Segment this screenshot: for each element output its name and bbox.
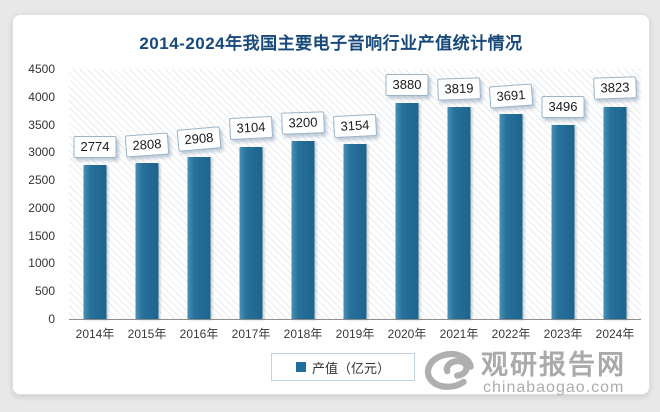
spiral-logo-icon [423, 348, 477, 401]
value-label: 3496 [541, 95, 585, 118]
y-axis: 4500 4000 3500 3000 2500 2000 1500 1000 500 0 [13, 63, 61, 325]
x-axis: 2014年 2015年 2016年 2017年 2018年 2019年 2020年 2021年… [69, 325, 641, 343]
bar-group: 3880 [381, 69, 433, 319]
value-label: 2908 [176, 126, 222, 153]
x-tick-label: 2014年 [75, 327, 115, 341]
bar-group: 3819 [433, 69, 485, 319]
bar [135, 163, 159, 319]
y-tick-label: 3500 [28, 117, 55, 132]
legend-marker-icon [295, 362, 306, 372]
value-label: 2774 [73, 135, 117, 158]
bar-group: 3823 [589, 69, 641, 319]
watermark: 观研报告网 chinabaogao.com [423, 345, 641, 403]
bar [239, 146, 263, 319]
y-tick-label: 2500 [28, 173, 55, 188]
bar [343, 143, 367, 319]
y-tick-label: 0 [48, 312, 55, 326]
bar [551, 124, 575, 319]
bar-group: 2908 [173, 69, 225, 319]
bar-group: 3154 [329, 69, 381, 319]
bar-group: 3691 [485, 69, 537, 319]
value-label: 3200 [281, 111, 325, 135]
y-tick-label: 2000 [28, 200, 55, 215]
x-tick-label: 2024年 [595, 327, 635, 341]
chart-card: 2014-2024年我国主要电子音响行业产值统计情况 4500 4000 3500 3… [12, 14, 650, 396]
watermark-domain: chinabaogao.com [483, 379, 625, 397]
bar-group: 2808 [121, 69, 173, 319]
bar-group: 2774 [69, 69, 121, 319]
value-label: 3691 [488, 83, 534, 109]
value-label: 3819 [437, 76, 481, 101]
y-tick-label: 500 [34, 284, 55, 299]
bar [499, 113, 523, 319]
value-label: 3880 [385, 74, 429, 97]
watermark-text: 观研报告网 chinabaogao.com [481, 351, 626, 397]
y-tick-label: 4000 [28, 89, 55, 104]
chart-title: 2014-2024年我国主要电子音响行业产值统计情况 [139, 34, 523, 53]
x-tick-label: 2021年 [439, 327, 479, 341]
legend-label: 产值（亿元） [311, 360, 390, 376]
x-tick-label: 2020年 [387, 327, 427, 341]
y-tick-label: 1000 [28, 256, 55, 271]
bar-group: 3104 [225, 69, 277, 319]
bar [291, 141, 315, 319]
bar [447, 106, 471, 319]
bar [187, 157, 211, 319]
value-label: 3154 [332, 113, 378, 138]
value-label: 2808 [124, 132, 170, 158]
bar-group: 3496 [537, 69, 589, 319]
value-label: 3104 [228, 116, 274, 141]
legend: 产值（亿元） [271, 353, 415, 381]
x-tick-label: 2018年 [283, 327, 323, 341]
x-tick-label: 2016年 [179, 327, 219, 341]
bar [395, 103, 419, 319]
value-label: 3823 [593, 76, 637, 101]
bar [83, 164, 107, 319]
x-tick-label: 2015年 [127, 327, 167, 341]
y-tick-label: 1500 [28, 228, 55, 243]
x-tick-label: 2022年 [491, 327, 531, 341]
x-tick-label: 2023年 [543, 327, 583, 341]
x-tick-label: 2019年 [335, 327, 375, 341]
x-tick-label: 2017年 [231, 327, 271, 341]
plot-area: 2774 2808 2908 3104 3200 3154 3880 3819 3691 3496… [69, 69, 641, 320]
bar [603, 106, 627, 319]
watermark-brand: 观研报告网 [481, 350, 626, 381]
y-tick-label: 4500 [28, 62, 55, 76]
y-tick-label: 3000 [28, 145, 55, 160]
bar-group: 3200 [277, 69, 329, 319]
